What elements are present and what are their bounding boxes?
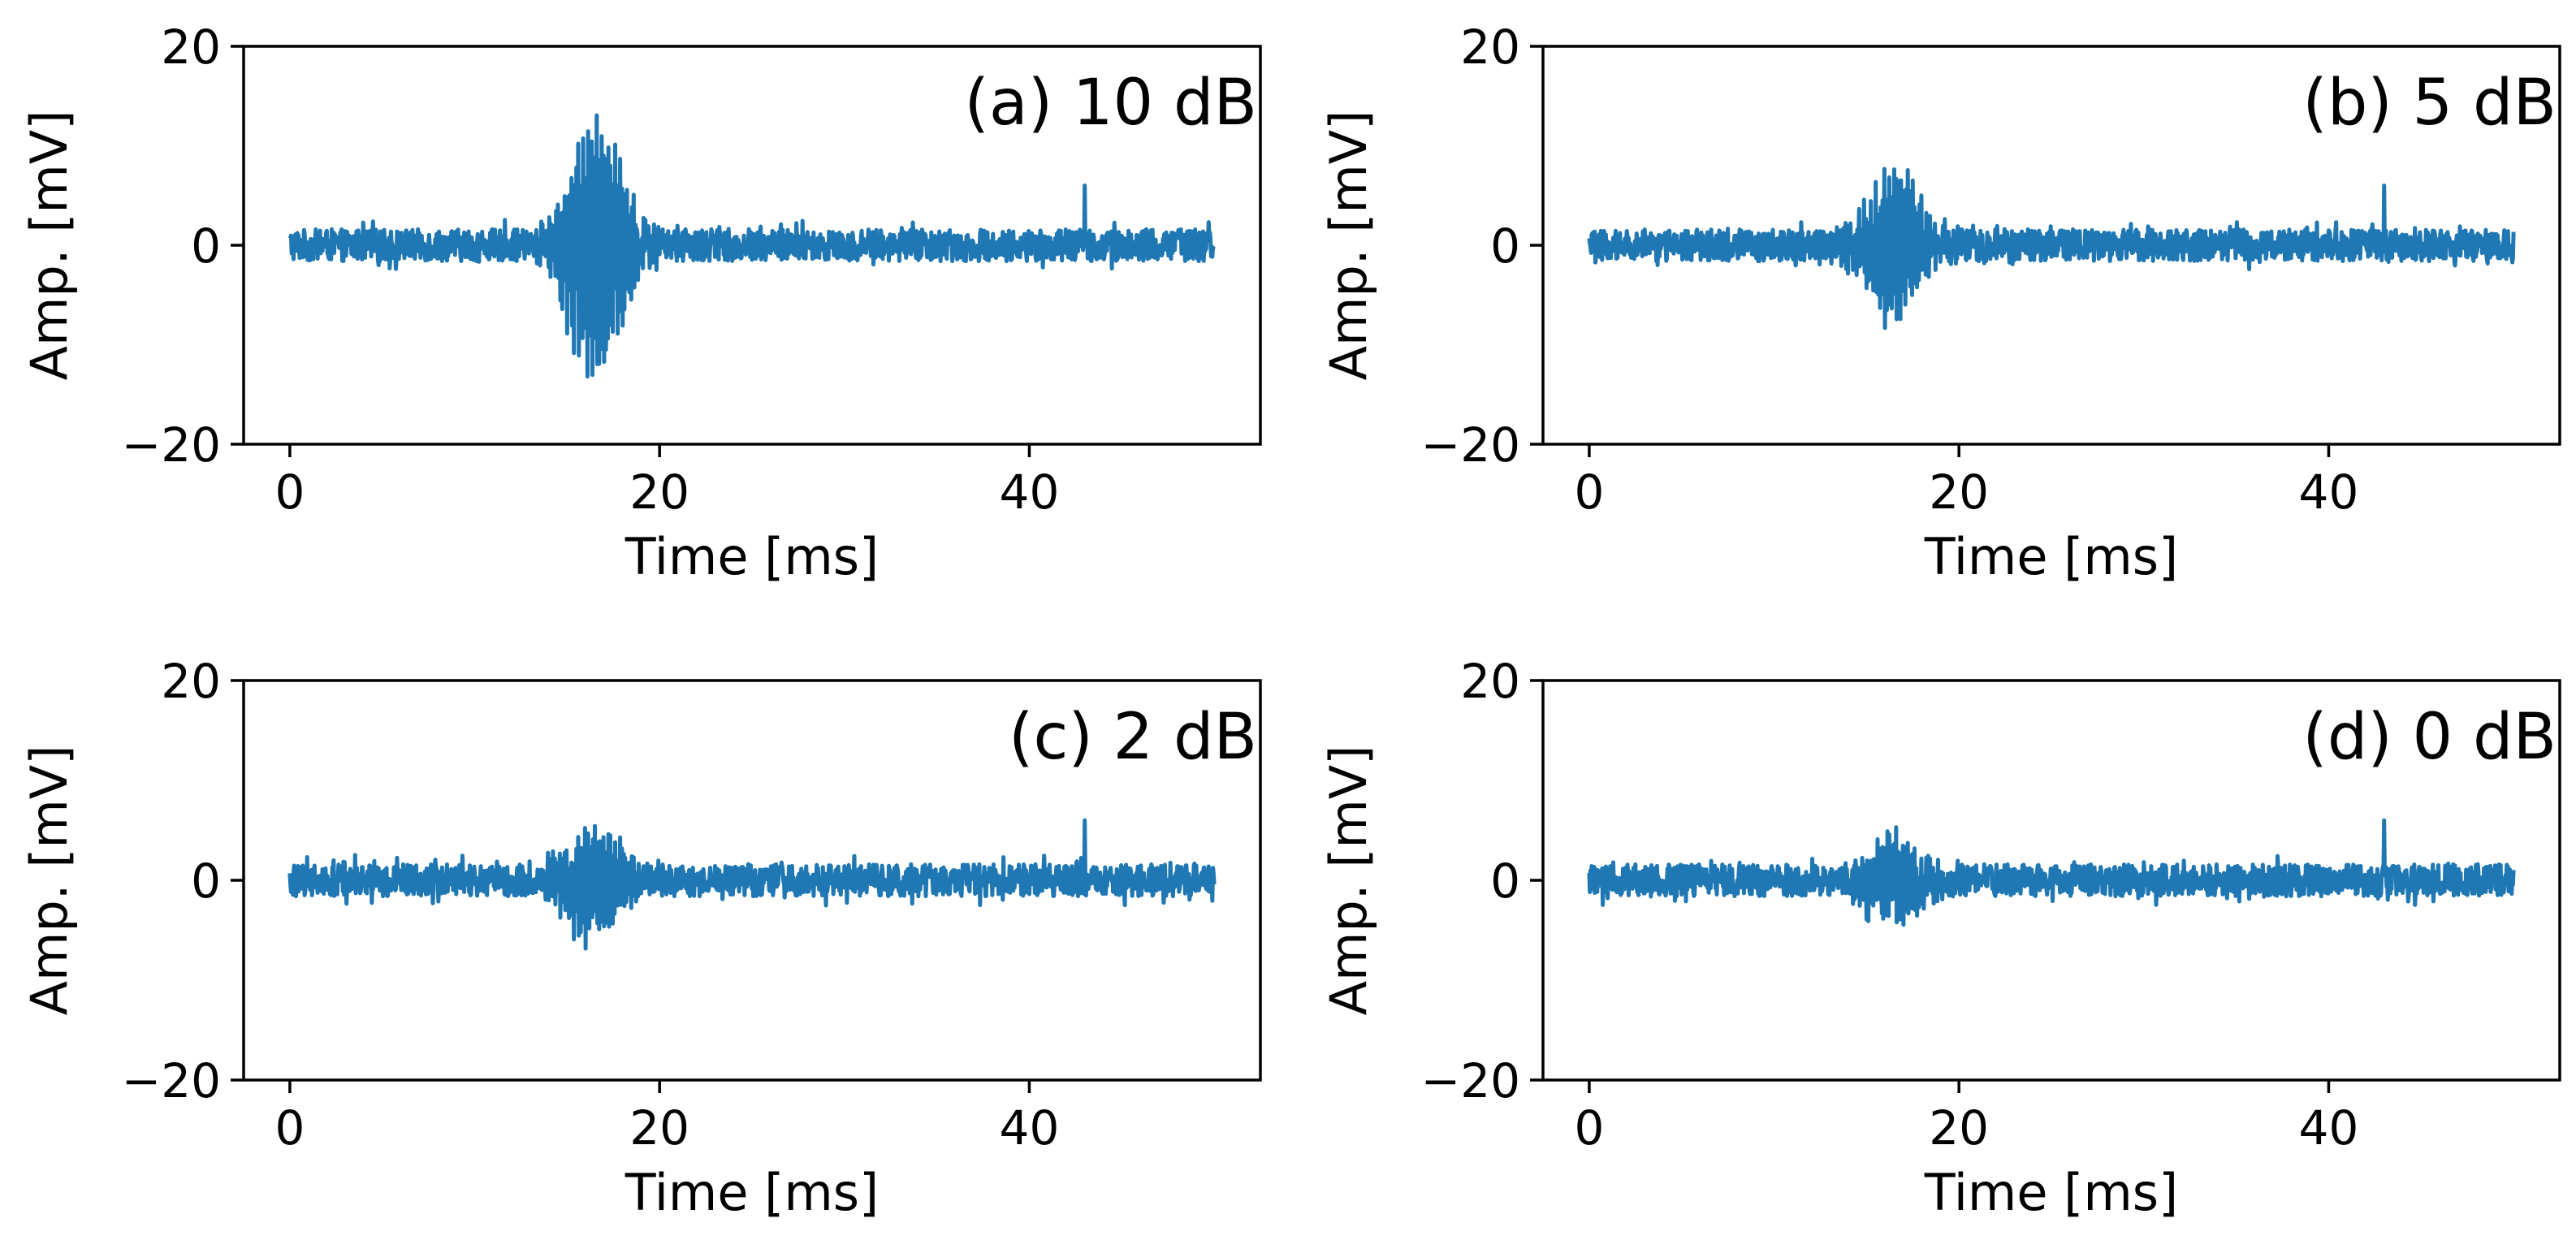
y-tick-label: 20 xyxy=(161,19,221,75)
x-tick-label: 20 xyxy=(1929,1100,1989,1156)
series-line xyxy=(1587,166,2516,331)
x-tick-label: 0 xyxy=(1574,1100,1604,1156)
y-tick-label: 0 xyxy=(1490,853,1520,909)
y-axis-label: Amp. [mV] xyxy=(19,745,79,1016)
series-line xyxy=(1587,818,2516,927)
x-tick-label: 20 xyxy=(1929,464,1989,520)
y-tick-label: 20 xyxy=(161,654,221,709)
y-axis-label: Amp. [mV] xyxy=(1319,745,1378,1016)
series-line xyxy=(287,113,1217,379)
x-tick-label: 40 xyxy=(1000,1100,1060,1156)
panel-title: (d) 0 dB xyxy=(2302,701,2557,774)
x-tick-label: 0 xyxy=(274,464,305,520)
y-tick-label: −20 xyxy=(122,1053,221,1108)
panel-title: (a) 10 dB xyxy=(964,67,1257,140)
panel-a: 0 20 40 −20 0 20 Time [ms] Amp. [mV] (a) 10 dB xyxy=(19,19,1262,586)
y-tick-label: 0 xyxy=(1490,218,1520,274)
y-tick-label: −20 xyxy=(1421,1053,1520,1108)
y-tick-label: −20 xyxy=(122,417,221,473)
x-tick-label: 40 xyxy=(2299,1100,2359,1156)
series-line xyxy=(287,818,1217,951)
x-axis-label: Time [ms] xyxy=(1924,1163,2179,1222)
panel-c: 0 20 40 −20 0 20 Time [ms] Amp. [mV] (c) 2 dB xyxy=(19,654,1262,1222)
x-axis-label: Time [ms] xyxy=(625,527,880,586)
x-axis-label: Time [ms] xyxy=(625,1163,880,1222)
x-tick-label: 40 xyxy=(2299,464,2359,520)
panel-b: 0 20 40 −20 0 20 Time [ms] Amp. [mV] (b) 5 dB xyxy=(1319,19,2561,586)
y-axis-label: Amp. [mV] xyxy=(1319,110,1378,381)
y-tick-label: 20 xyxy=(1460,654,1520,709)
x-tick-label: 20 xyxy=(629,464,689,520)
y-tick-label: −20 xyxy=(1421,417,1520,473)
y-tick-label: 0 xyxy=(191,853,221,909)
panel-title: (b) 5 dB xyxy=(2302,67,2557,140)
panel-d: 0 20 40 −20 0 20 Time [ms] Amp. [mV] (d) 0 dB xyxy=(1319,654,2561,1222)
x-tick-label: 0 xyxy=(1574,464,1604,520)
y-tick-label: 20 xyxy=(1460,19,1520,75)
x-tick-label: 20 xyxy=(629,1100,689,1156)
y-tick-label: 0 xyxy=(191,218,221,274)
x-tick-label: 40 xyxy=(1000,464,1060,520)
x-tick-label: 0 xyxy=(274,1100,305,1156)
y-axis-label: Amp. [mV] xyxy=(19,110,79,381)
panel-title: (c) 2 dB xyxy=(1009,701,1257,774)
x-axis-label: Time [ms] xyxy=(1924,527,2179,586)
